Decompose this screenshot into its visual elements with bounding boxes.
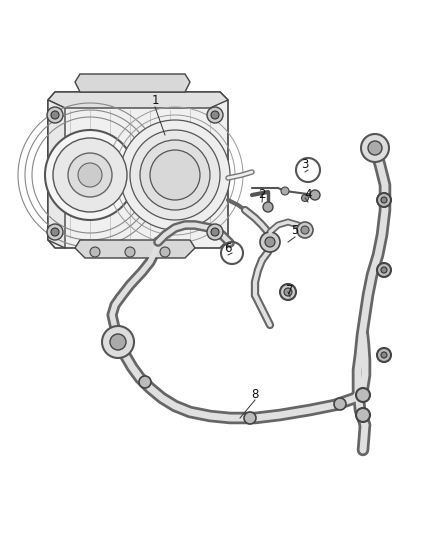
Circle shape <box>90 247 100 257</box>
Circle shape <box>130 130 220 220</box>
Circle shape <box>361 134 389 162</box>
Circle shape <box>47 224 63 240</box>
Circle shape <box>284 288 292 296</box>
Text: 7: 7 <box>286 284 294 296</box>
Text: 5: 5 <box>291 223 299 237</box>
Circle shape <box>211 111 219 119</box>
Circle shape <box>160 247 170 257</box>
Circle shape <box>301 226 309 234</box>
Circle shape <box>265 237 275 247</box>
Text: 3: 3 <box>301 158 309 172</box>
Circle shape <box>381 352 387 358</box>
Circle shape <box>368 141 382 155</box>
Circle shape <box>260 232 280 252</box>
Polygon shape <box>75 240 195 258</box>
Circle shape <box>281 187 289 195</box>
Text: 8: 8 <box>251 389 259 401</box>
Circle shape <box>53 138 127 212</box>
Circle shape <box>377 348 391 362</box>
Circle shape <box>310 190 320 200</box>
Text: 6: 6 <box>224 241 232 254</box>
Circle shape <box>207 107 223 123</box>
Circle shape <box>140 140 210 210</box>
Text: 4: 4 <box>304 189 312 201</box>
Circle shape <box>47 107 63 123</box>
Circle shape <box>334 398 346 410</box>
Circle shape <box>68 153 112 197</box>
Circle shape <box>381 267 387 273</box>
Polygon shape <box>48 92 228 108</box>
Polygon shape <box>48 100 65 248</box>
Circle shape <box>139 376 151 388</box>
Text: 2: 2 <box>258 189 266 201</box>
Polygon shape <box>75 74 190 92</box>
Circle shape <box>297 222 313 238</box>
Circle shape <box>125 247 135 257</box>
Circle shape <box>51 111 59 119</box>
Circle shape <box>377 193 391 207</box>
Circle shape <box>120 120 230 230</box>
Circle shape <box>102 326 134 358</box>
Circle shape <box>280 284 296 300</box>
Circle shape <box>207 224 223 240</box>
Circle shape <box>377 263 391 277</box>
Circle shape <box>211 228 219 236</box>
Circle shape <box>381 197 387 203</box>
Circle shape <box>356 388 370 402</box>
Text: 1: 1 <box>151 93 159 107</box>
Circle shape <box>263 202 273 212</box>
Circle shape <box>51 228 59 236</box>
Circle shape <box>110 334 126 350</box>
Circle shape <box>244 412 256 424</box>
Polygon shape <box>48 92 228 248</box>
Circle shape <box>150 150 200 200</box>
Circle shape <box>301 195 308 201</box>
Circle shape <box>356 408 370 422</box>
Circle shape <box>78 163 102 187</box>
Circle shape <box>45 130 135 220</box>
